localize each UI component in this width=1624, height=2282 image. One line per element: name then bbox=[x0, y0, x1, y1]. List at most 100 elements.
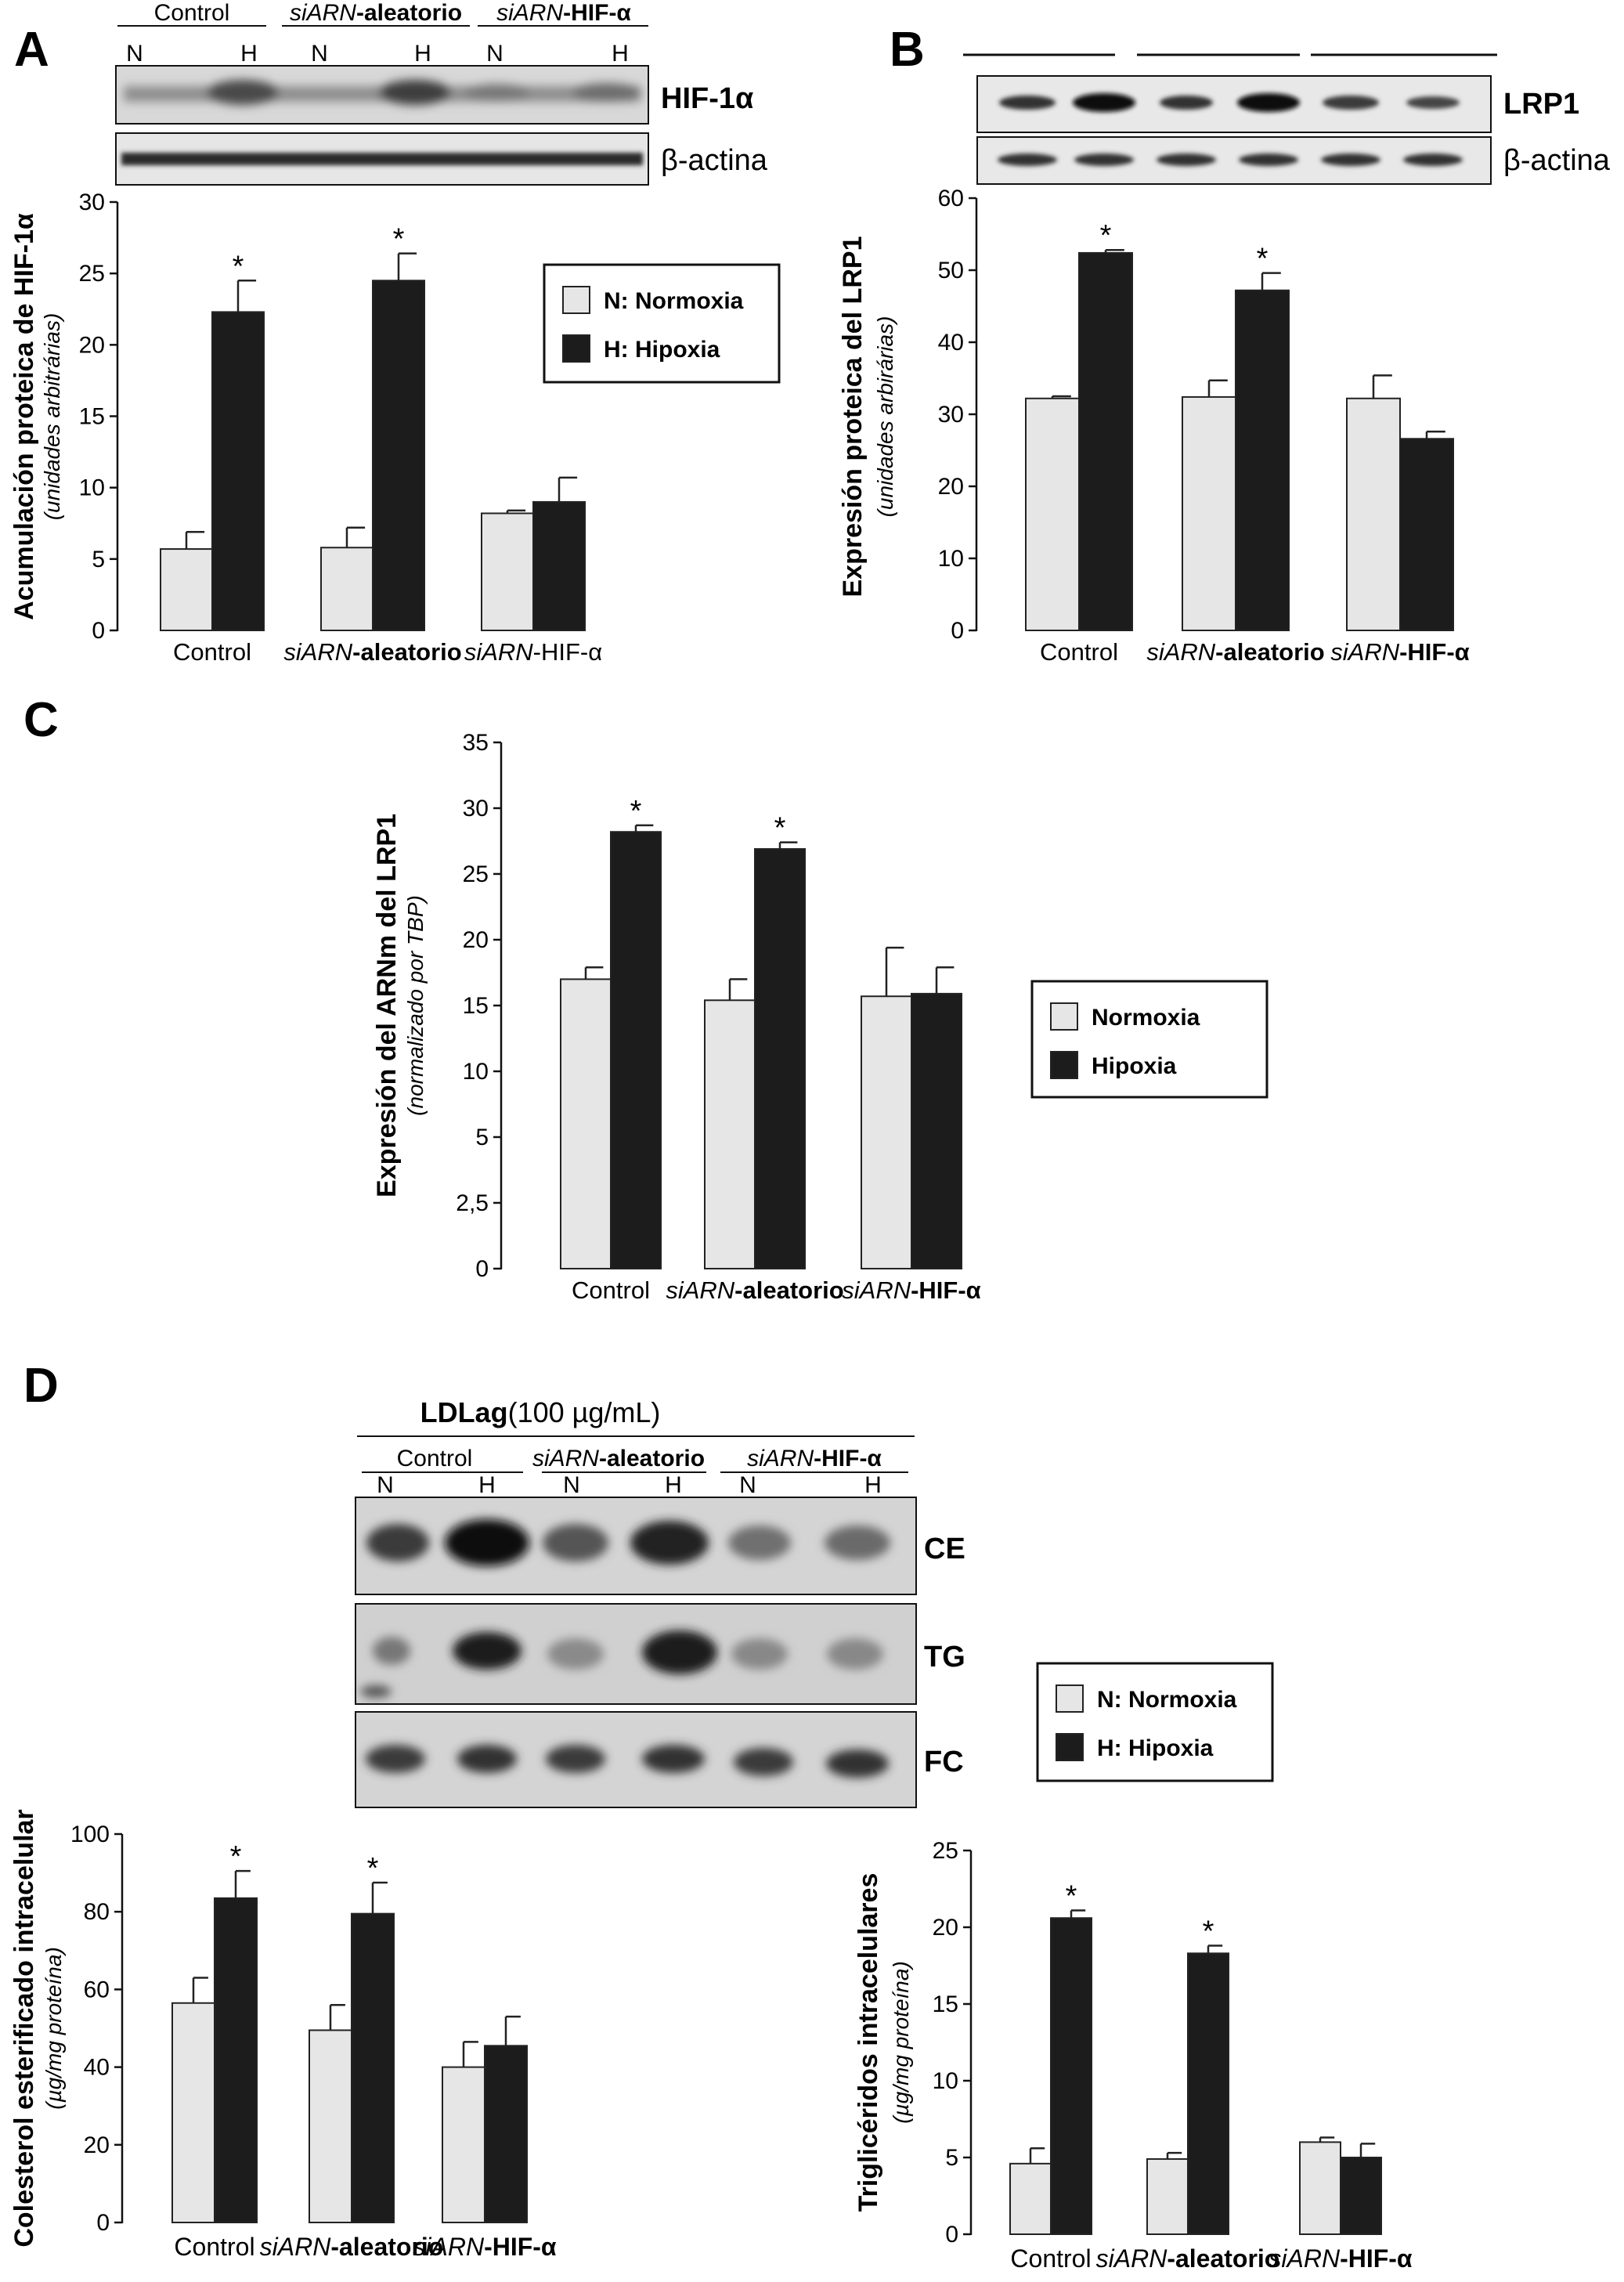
legend-swatch-hypoxia bbox=[1050, 1051, 1078, 1079]
category-label-part: Control bbox=[173, 638, 251, 666]
category-label: siARN-aleatorio bbox=[283, 638, 461, 666]
blot-b: LRP1 β-actina bbox=[963, 53, 1611, 185]
significance-star: * bbox=[1066, 1879, 1077, 1912]
panel-letter-c: C bbox=[23, 693, 59, 747]
y-axis-label: Acumulación proteica de HIF-1α bbox=[9, 213, 39, 620]
blot-d-group-label: siARN-HIF-α bbox=[747, 1446, 882, 1471]
y-axis-sublabel: (µg/mg proteína) bbox=[889, 1961, 913, 2124]
bar-hypoxia bbox=[1235, 289, 1290, 631]
category-label: Control bbox=[572, 1276, 650, 1304]
y-tick-label: 0 bbox=[951, 618, 964, 644]
y-tick-label: 2,5 bbox=[456, 1190, 489, 1216]
category-label-part: Control bbox=[1010, 2244, 1091, 2273]
y-tick-label: 15 bbox=[933, 1991, 958, 2017]
blot-d-bands-ce bbox=[366, 1519, 890, 1566]
chart-c: 0 2,5 5 10 15 20 25 30 35 * * Control siARN-aleatori… bbox=[372, 730, 1269, 1304]
y-tick-label: 20 bbox=[79, 332, 105, 358]
legend-swatch-normoxia bbox=[562, 286, 590, 314]
blot-label-lrp1: LRP1 bbox=[1503, 88, 1579, 121]
category-label: Control bbox=[173, 638, 251, 666]
blot-d-lane-label: H bbox=[478, 1472, 496, 1498]
blot-a-bands-actin bbox=[121, 153, 643, 165]
y-axis-sublabel: (normalizado por TBP) bbox=[403, 895, 428, 1116]
bar-normoxia bbox=[1346, 397, 1401, 631]
category-label-part: Control bbox=[572, 1276, 650, 1304]
blot-d-group-label-part: -aleatorio bbox=[599, 1446, 705, 1471]
significance-star: * bbox=[367, 1852, 379, 1885]
category-label: Control bbox=[1040, 638, 1118, 666]
category-label-part: -HIF-α bbox=[911, 1276, 981, 1304]
blot-a-group-label-part: siARN bbox=[290, 0, 356, 26]
category-label: siARN-HIF-α bbox=[464, 638, 602, 666]
y-tick-label: 0 bbox=[96, 2210, 110, 2236]
y-tick-label: 30 bbox=[938, 402, 964, 428]
blot-label-hif: HIF-1α bbox=[661, 82, 753, 115]
blot-a-lane-label: N bbox=[486, 41, 503, 67]
blot-d-lane-label: H bbox=[665, 1472, 682, 1498]
significance-star: * bbox=[630, 795, 642, 828]
blot-a-lane-label: N bbox=[126, 41, 143, 67]
category-label: Control bbox=[1010, 2244, 1091, 2273]
blot-d-group-label: Control bbox=[397, 1446, 473, 1471]
bar-hypoxia bbox=[1078, 251, 1133, 631]
category-label: siARN-aleatorio bbox=[260, 2233, 444, 2261]
blot-a-group-label-part: -HIF-α bbox=[563, 0, 631, 26]
blot-b-membrane-lrp1 bbox=[976, 75, 1492, 133]
y-tick-label: 100 bbox=[70, 1822, 110, 1847]
blot-d-lane-label: N bbox=[563, 1472, 580, 1498]
category-label-part: -aleatorio bbox=[734, 1276, 844, 1304]
panel-letter-a: A bbox=[14, 23, 49, 77]
blot-label-tg: TG bbox=[924, 1641, 965, 1674]
legend-label-hypoxia: H: Hipoxia bbox=[1097, 1735, 1214, 1761]
blot-d-membrane-fc bbox=[355, 1711, 917, 1808]
legend-box bbox=[1036, 1662, 1274, 1782]
panel-letter-b: B bbox=[890, 23, 925, 77]
y-tick-label: 60 bbox=[84, 1977, 110, 2002]
y-tick-label: 60 bbox=[938, 186, 964, 211]
bar-normoxia bbox=[1025, 397, 1080, 631]
blot-a-group-label-part: -aleatorio bbox=[356, 0, 462, 26]
category-label-part: siARN bbox=[464, 638, 533, 666]
bar-hypoxia bbox=[1187, 1952, 1229, 2236]
y-tick-label: 10 bbox=[79, 475, 105, 501]
y-tick-label: 80 bbox=[84, 1899, 110, 1925]
bar-normoxia bbox=[320, 547, 374, 631]
category-label: siARN-HIF-α bbox=[842, 1276, 980, 1304]
category-label: siARN-HIF-α bbox=[1330, 638, 1469, 666]
y-tick-label: 5 bbox=[945, 2145, 958, 2171]
bar-hypoxia bbox=[1050, 1917, 1092, 2235]
bar-normoxia bbox=[171, 2002, 215, 2223]
category-label-part: -HIF-α bbox=[1340, 2244, 1413, 2273]
bar-normoxia bbox=[861, 995, 912, 1269]
chart-b: 0 10 20 30 40 50 60 * * Control siARN-aleatorio siA… bbox=[838, 186, 1470, 666]
legend-swatch-normoxia bbox=[1056, 1684, 1084, 1713]
bar-normoxia bbox=[442, 2066, 485, 2224]
blot-d-lane-label: N bbox=[377, 1472, 394, 1498]
category-label-part: siARN bbox=[413, 2233, 485, 2261]
category-label-part: -HIF-α bbox=[484, 2233, 557, 2261]
blot-a-group-label-part: Control bbox=[154, 0, 230, 26]
y-axis-sublabel: (µg/mg proteína) bbox=[42, 1947, 66, 2110]
legend-box bbox=[543, 263, 781, 384]
bar-hypoxia bbox=[214, 1897, 258, 2224]
blot-a-bands-hif bbox=[124, 80, 641, 105]
y-tick-label: 5 bbox=[92, 547, 105, 572]
bar-normoxia bbox=[1182, 395, 1236, 631]
bar-hypoxia bbox=[610, 831, 662, 1269]
bar-hypoxia bbox=[372, 280, 425, 631]
blot-d-group-label-part: Control bbox=[397, 1446, 473, 1471]
blot-a-lane-label: N bbox=[311, 41, 328, 67]
blot-a-group-label-part: siARN bbox=[496, 0, 563, 26]
blot-d-group-label-part: siARN bbox=[747, 1446, 814, 1471]
y-tick-label: 10 bbox=[938, 546, 964, 572]
category-label-part: siARN bbox=[666, 1276, 734, 1304]
category-label-part: -aleatorio bbox=[1167, 2244, 1279, 2273]
y-tick-label: 30 bbox=[79, 190, 105, 215]
legend-label-normoxia: N: Normoxia bbox=[1097, 1687, 1237, 1713]
blot-d-lane-label: N bbox=[739, 1472, 756, 1498]
y-tick-label: 20 bbox=[84, 2132, 110, 2158]
category-label-part: -HIF-α bbox=[1399, 638, 1470, 666]
legend-box bbox=[1030, 980, 1269, 1099]
